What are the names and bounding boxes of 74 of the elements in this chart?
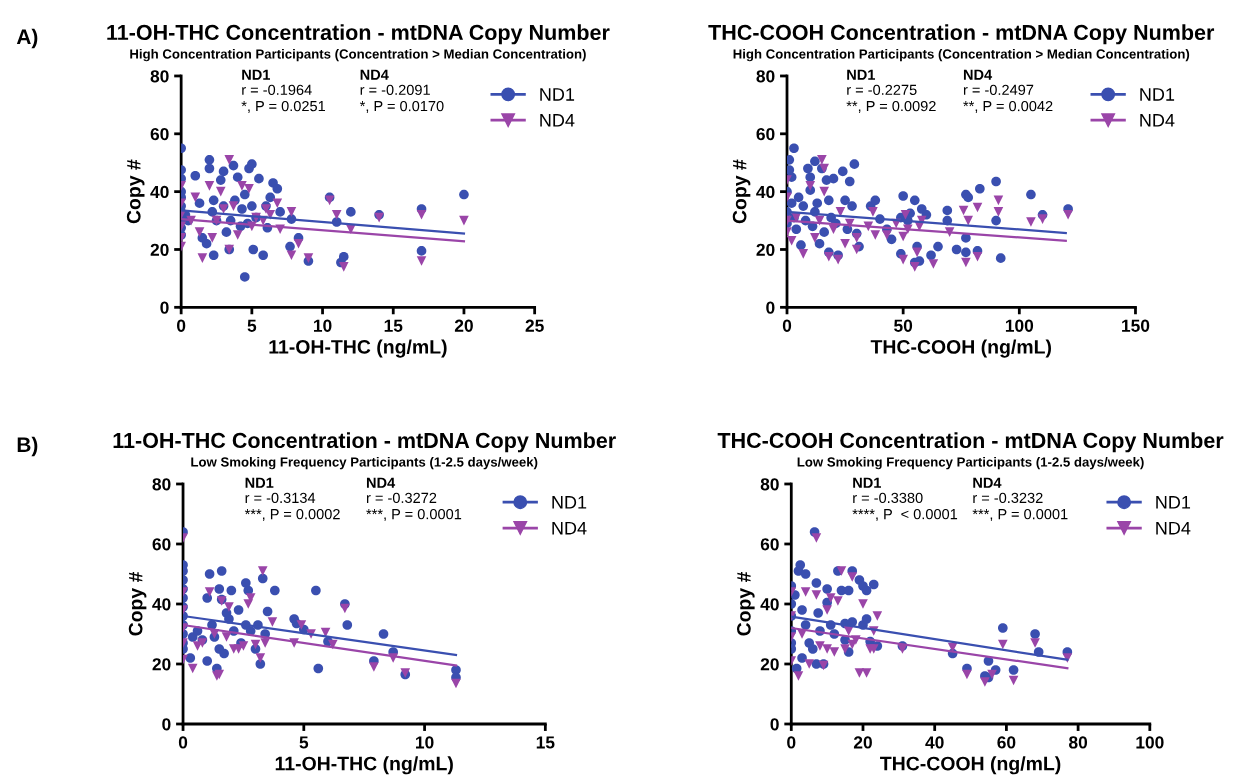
y-tick-label: 0 (766, 301, 775, 314)
annotation: ND1 r = -0.1964 *, P = 0.0251 (241, 69, 326, 113)
annotation: ND1 r = -0.3134 ***, P = 0.0002 (244, 477, 340, 521)
chart-subtitle: High Concentration Participants (Concentration > Median Concentration) (130, 48, 586, 62)
x-tick-label: 25 (525, 319, 544, 332)
y-tick-label: 60 (150, 127, 169, 141)
y-axis-title: Copy # (128, 571, 147, 636)
legend-label: ND1 (540, 88, 575, 101)
y-tick-label: 60 (152, 538, 171, 551)
x-tick-label: 15 (536, 736, 555, 749)
y-tick-label: 40 (756, 185, 775, 199)
chart-title: 11-OH-THC Concentration - mtDNA Copy Number (107, 24, 610, 45)
chart-subtitle: Low Smoking Frequency Participants (1-2.5 days/week) (191, 456, 538, 470)
x-tick-label: 10 (313, 319, 332, 332)
y-tick-label: 20 (756, 243, 775, 256)
x-axis-title: 11-OH-THC (ng/mL) (275, 756, 453, 775)
x-tick-label: 15 (384, 319, 403, 332)
x-tick-label: 10 (416, 736, 434, 749)
x-tick-label: 50 (894, 319, 913, 332)
x-axis-title: THC-COOH (ng/mL) (870, 339, 1051, 358)
y-tick-label: 0 (162, 718, 171, 731)
y-tick-label: 20 (150, 243, 169, 256)
y-tick-label: 20 (760, 658, 779, 671)
y-tick-label: 80 (152, 478, 171, 491)
x-tick-label: 0 (782, 319, 792, 332)
y-axis-title: Copy # (737, 571, 755, 636)
x-tick-label: 5 (299, 736, 309, 749)
x-axis-title: THC-COOH (ng/mL) (880, 756, 1061, 775)
y-tick-label: 80 (150, 70, 169, 83)
y-tick-label: 0 (160, 301, 169, 314)
y-tick-label: 0 (770, 718, 779, 731)
y-tick-label: 20 (152, 658, 171, 671)
y-tick-label: 40 (152, 598, 171, 611)
annotation: ND4 r = -0.3232 ***, P = 0.0001 (972, 477, 1068, 521)
chart-title: 11-OH-THC Concentration - mtDNA Copy Number (113, 432, 616, 453)
legend-label: ND4 (552, 521, 587, 535)
y-tick-label: 60 (760, 538, 779, 551)
x-tick-label: 0 (787, 736, 796, 749)
chart-title: THC-COOH Concentration - mtDNA Copy Number (717, 432, 1224, 453)
annotation: ND4 r = -0.2497 **, P = 0.0042 (963, 69, 1053, 113)
annotation: ND1 r = -0.3380 ****, P < 0.0001 (852, 477, 958, 521)
legend-label: ND4 (1140, 114, 1175, 127)
legend-label: ND1 (1140, 88, 1175, 101)
y-tick-label: 40 (760, 598, 779, 611)
legend-label: ND4 (1156, 521, 1191, 535)
legend-label: ND4 (540, 114, 575, 127)
x-tick-label: 5 (247, 319, 257, 332)
y-axis-title: Copy # (732, 159, 751, 224)
chart-subtitle: High Concentration Participants (Concentration > Median Concentration) (733, 48, 1190, 62)
x-tick-label: 40 (925, 736, 944, 749)
x-tick-label: 150 (1122, 319, 1150, 332)
x-tick-label: 20 (454, 319, 473, 332)
x-tick-label: 100 (1136, 736, 1164, 749)
legend-label: ND1 (1156, 496, 1191, 509)
chart-subtitle: Low Smoking Frequency Participants (1-2.5 days/week) (797, 456, 1144, 470)
x-tick-label: 20 (853, 736, 872, 749)
legend-label: ND1 (552, 496, 587, 509)
text: B) (17, 436, 38, 457)
y-tick-label: 60 (756, 127, 775, 141)
y-tick-label: 40 (150, 185, 169, 199)
x-tick-label: 80 (1069, 736, 1088, 749)
y-axis-title: Copy # (126, 159, 145, 224)
x-axis-title: 11-OH-THC (ng/mL) (269, 339, 447, 358)
annotation: ND1 r = -0.2275 **, P = 0.0092 (846, 69, 936, 113)
x-tick-label: 60 (997, 736, 1016, 749)
x-tick-label: 0 (178, 736, 188, 749)
x-tick-label: 0 (177, 319, 186, 332)
y-tick-label: 80 (760, 478, 779, 491)
text: A) (16, 28, 38, 49)
annotation: ND4 r = -0.2091 *, P = 0.0170 (359, 69, 444, 113)
chart-title: THC-COOH Concentration - mtDNA Copy Number (708, 24, 1215, 45)
x-tick-label: 100 (1005, 319, 1034, 332)
annotation: ND4 r = -0.3272 ***, P = 0.0001 (366, 477, 462, 521)
y-tick-label: 80 (756, 70, 775, 83)
